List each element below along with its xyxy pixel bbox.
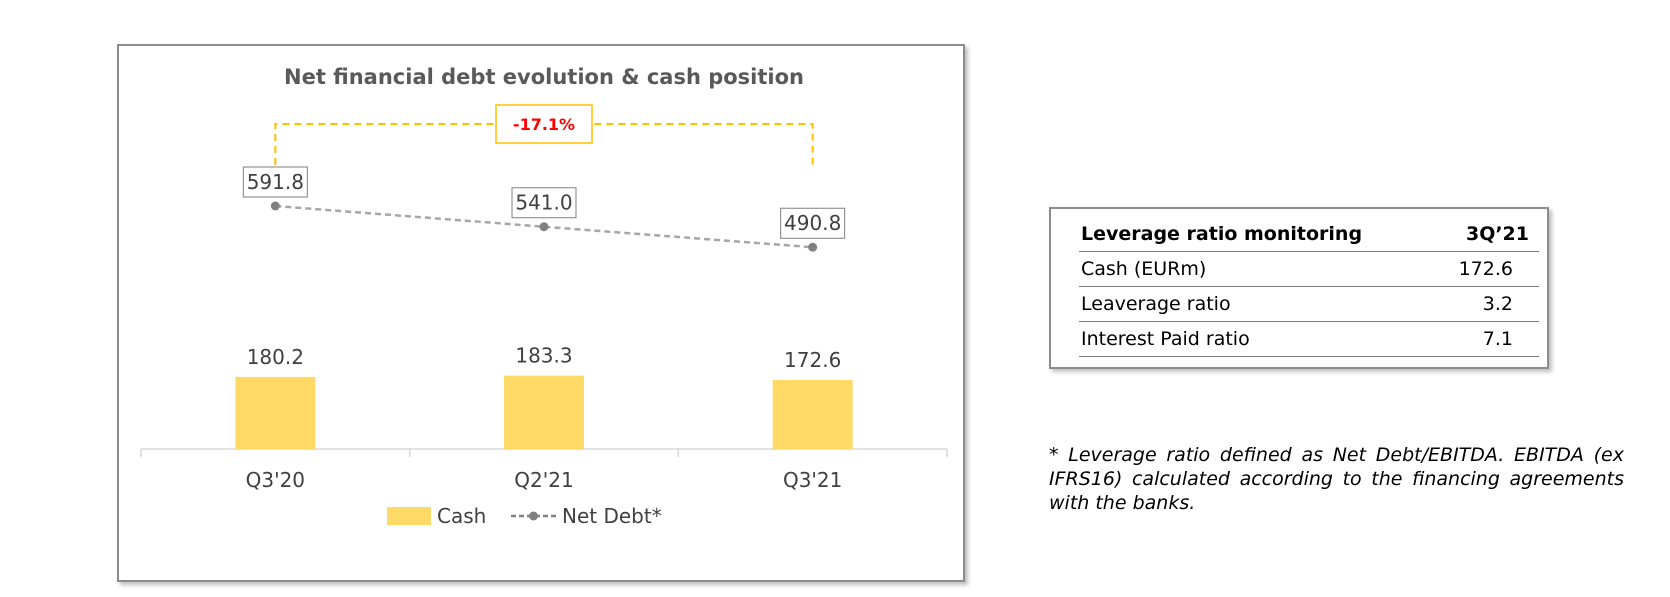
table-cell-label: Leaverage ratio bbox=[1079, 286, 1436, 322]
net-debt-point bbox=[270, 201, 280, 211]
cash-bar-label: 172.6 bbox=[784, 348, 841, 372]
net-debt-label-box bbox=[511, 187, 577, 219]
chart-frame: Net financial debt evolution & cash posi… bbox=[117, 44, 965, 582]
legend-cash-label: Cash bbox=[437, 504, 486, 528]
cash-bar-label: 183.3 bbox=[515, 344, 572, 368]
net-debt-label-box bbox=[780, 207, 846, 239]
net-debt-label: 490.8 bbox=[784, 211, 841, 235]
table-header-period: 3Q’21 bbox=[1435, 217, 1539, 252]
cash-bar bbox=[504, 375, 584, 449]
cash-bar-label: 180.2 bbox=[247, 345, 304, 369]
table-cell-value: 3.2 bbox=[1435, 286, 1539, 322]
chart-title: Net financial debt evolution & cash posi… bbox=[284, 65, 804, 89]
legend-cash-swatch bbox=[387, 507, 431, 525]
legend-net-debt-label: Net Debt* bbox=[562, 504, 662, 528]
table-row: Interest Paid ratio 7.1 bbox=[1079, 321, 1539, 357]
net-debt-point bbox=[808, 242, 818, 252]
table-header-label: Leverage ratio monitoring bbox=[1079, 217, 1436, 252]
net-debt-label: 591.8 bbox=[247, 170, 304, 194]
leverage-table: Leverage ratio monitoring 3Q’21 Cash (EU… bbox=[1079, 217, 1539, 357]
change-annotation-text: -17.1% bbox=[513, 115, 575, 134]
table-cell-label: Interest Paid ratio bbox=[1079, 321, 1436, 357]
net-debt-point bbox=[539, 222, 549, 232]
change-annotation-box bbox=[495, 104, 593, 144]
cash-bar bbox=[772, 379, 853, 449]
x-tick-label: Q2'21 bbox=[514, 468, 573, 492]
table-row: Leaverage ratio 3.2 bbox=[1079, 286, 1539, 322]
x-tick-label: Q3'21 bbox=[783, 468, 842, 492]
table-header-row: Leverage ratio monitoring 3Q’21 bbox=[1079, 217, 1539, 252]
table-cell-value: 7.1 bbox=[1435, 321, 1539, 357]
table-cell-label: Cash (EURm) bbox=[1079, 251, 1436, 287]
chart-canvas: Net financial debt evolution & cash posi… bbox=[140, 65, 948, 528]
cash-bar bbox=[235, 376, 316, 449]
table-row: Cash (EURm) 172.6 bbox=[1079, 251, 1539, 287]
table-cell-value: 172.6 bbox=[1435, 251, 1539, 287]
legend-net-debt-marker bbox=[529, 511, 538, 521]
x-tick-label: Q3'20 bbox=[246, 468, 305, 492]
leverage-table-frame: Leverage ratio monitoring 3Q’21 Cash (EU… bbox=[1049, 207, 1549, 369]
footnote: * Leverage ratio defined as Net Debt/EBI… bbox=[1049, 444, 1624, 514]
net-debt-label: 541.0 bbox=[515, 191, 572, 215]
net-debt-label-box bbox=[242, 166, 308, 198]
